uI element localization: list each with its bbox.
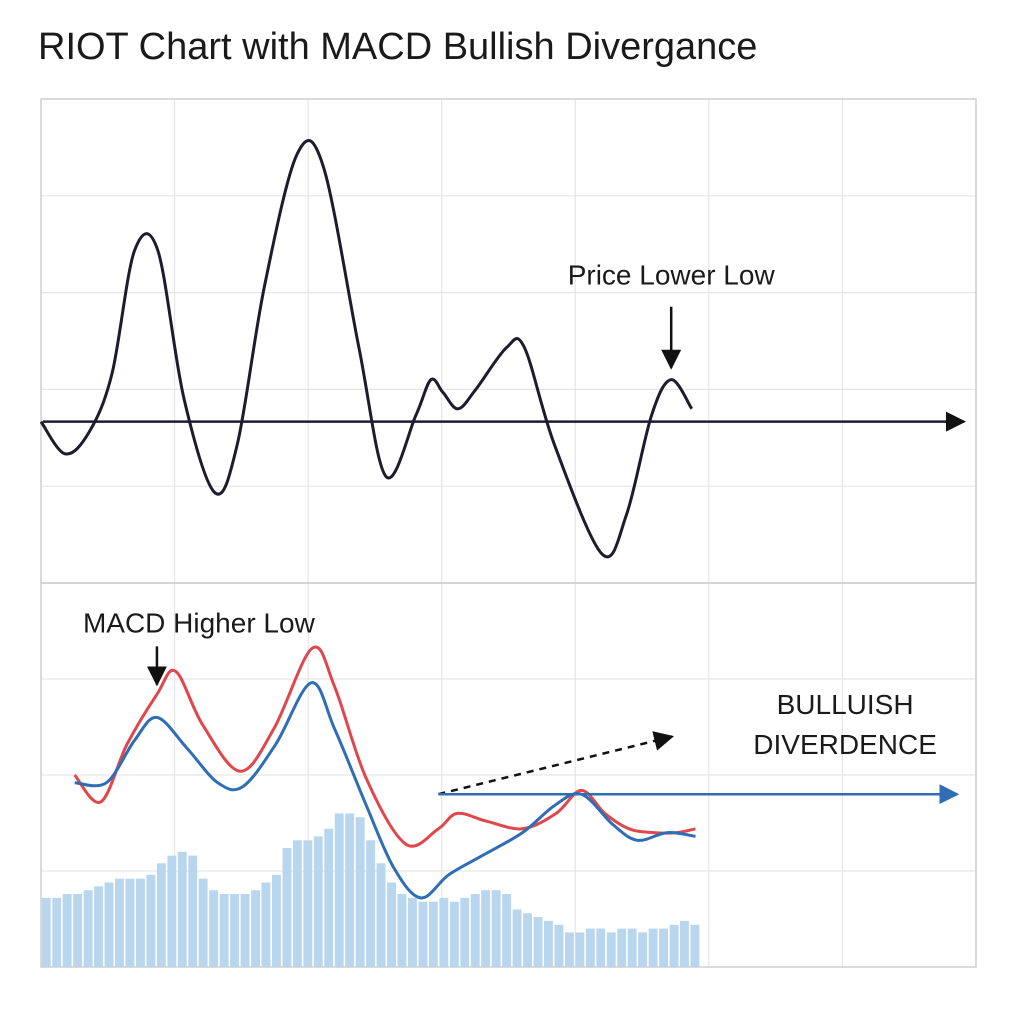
histogram-bar [167,855,177,967]
histogram-bar [156,863,166,967]
histogram-bar [554,924,564,967]
histogram-bar [596,928,606,967]
histogram-bar [533,917,543,967]
histogram-bar [460,897,470,967]
histogram-bar [408,897,417,967]
histogram-bar [104,882,114,967]
histogram-bar [680,920,689,967]
bullish-label-line2: DIVERDENCE [753,729,937,760]
histogram-bar [585,928,595,967]
macd-histogram [41,813,700,967]
histogram-bar [324,828,334,967]
price-line [39,139,694,559]
histogram-bar [313,836,323,967]
macd-panel: MACD Higher Low BULLUISH DIVERDENCE [40,582,977,968]
price-lower-low-label: Price Lower Low [568,260,776,291]
histogram-bar [62,894,72,967]
dashed-trend-arrow [438,731,675,796]
price-panel-border [40,98,977,584]
histogram-bar [387,882,396,967]
histogram-bar [345,813,355,967]
macd-higher-low-label: MACD Higher Low [83,607,316,638]
histogram-bar [606,932,616,967]
histogram-bar [240,894,250,967]
histogram-bar [418,901,428,967]
histogram-bar [219,894,229,967]
histogram-bar [428,901,438,967]
histogram-bar [177,851,187,967]
signal-line [74,681,696,900]
histogram-bar [565,932,574,967]
histogram-bar [449,901,459,967]
histogram-bar [282,848,292,967]
histogram-bar [303,840,313,967]
histogram-bar [209,890,219,967]
histogram-bar [617,928,627,967]
histogram-bar [659,928,668,967]
histogram-bar [261,882,271,967]
histogram-bar [292,840,302,967]
histogram-bar [439,897,449,967]
histogram-bar [272,874,281,967]
histogram-bar [376,863,386,967]
histogram-bar [512,909,522,967]
histogram-bar [669,924,679,967]
histogram-bar [470,894,480,967]
histogram-bar [94,886,103,967]
histogram-bar [523,913,532,967]
histogram-bar [366,840,376,967]
histogram-bar [397,894,407,967]
bullish-label-line1: BULLUISH [777,689,914,720]
histogram-bar [690,924,700,967]
histogram-bar [648,928,658,967]
histogram-bar [575,932,585,967]
histogram-bar [188,855,198,967]
histogram-bar [83,890,93,967]
histogram-bar [73,894,83,967]
price-grid [41,99,976,583]
histogram-bar [230,894,239,967]
histogram-bar [355,817,365,967]
price-panel: Price Lower Low [39,98,977,584]
histogram-bar [544,920,553,967]
chart-title: RIOT Chart with MACD Bullish Divergance [38,26,758,68]
histogram-bar [638,932,648,967]
histogram-bar [198,878,208,967]
histogram-bar [251,890,260,967]
histogram-bar [41,897,51,967]
histogram-bar [115,878,124,967]
histogram-bar [491,890,501,967]
histogram-bar [481,890,491,967]
histogram-bar [136,878,145,967]
histogram-bar [52,897,62,967]
macd-line [73,645,696,848]
histogram-bar [125,878,135,967]
histogram-bar [146,874,156,967]
histogram-bar [502,894,512,967]
histogram-bar [627,928,637,967]
histogram-bar [334,813,344,967]
